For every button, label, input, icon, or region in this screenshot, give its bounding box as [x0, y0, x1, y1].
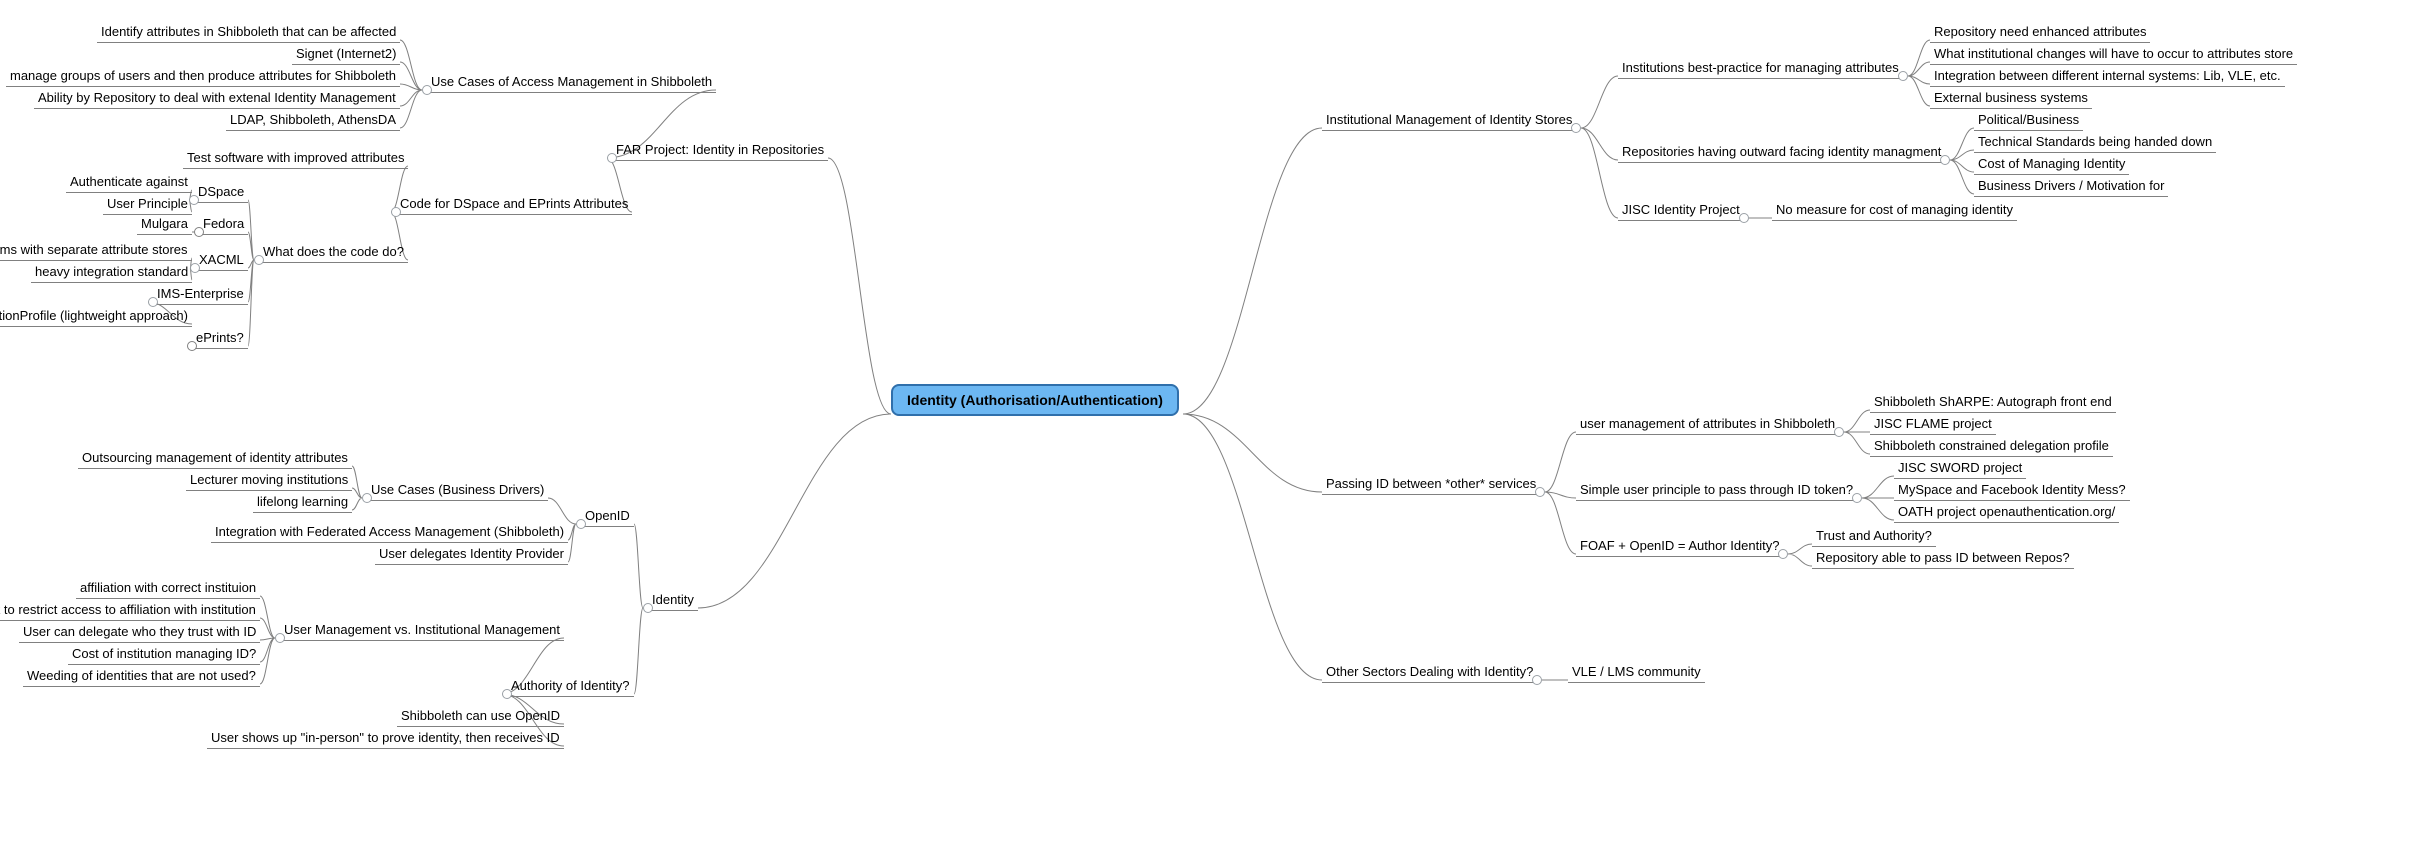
node-um_4[interactable]: Cost of institution managing ID?: [68, 645, 260, 665]
fork-far[interactable]: [607, 153, 617, 163]
node-far_code_1[interactable]: Test software with improved attributes: [183, 149, 408, 169]
node-p_um_1[interactable]: Shibboleth ShARPE: Autograph front end: [1870, 393, 2116, 413]
node-far_uc_5[interactable]: LDAP, Shibboleth, AthensDA: [226, 111, 400, 131]
fork-auth_um[interactable]: [275, 633, 285, 643]
node-openid[interactable]: OpenID: [581, 507, 634, 527]
mindmap-canvas: Identity (Authorisation/Authentication) F…: [0, 0, 2410, 867]
node-oid_int[interactable]: Integration with Federated Access Manage…: [211, 523, 568, 543]
node-p_sp_3[interactable]: OATH project openauthentication.org/: [1894, 503, 2119, 523]
node-inst_of[interactable]: Repositories having outward facing ident…: [1618, 143, 1945, 163]
fork-p_um[interactable]: [1834, 427, 1844, 437]
fork-oid_uc[interactable]: [362, 493, 372, 503]
node-p_fo_1[interactable]: Trust and Authority?: [1812, 527, 1936, 547]
node-auth_um[interactable]: User Management vs. Institutional Manage…: [280, 621, 564, 641]
node-of_4[interactable]: Business Drivers / Motivation for: [1974, 177, 2168, 197]
node-of_3[interactable]: Cost of Managing Identity: [1974, 155, 2129, 175]
node-inst_jisc[interactable]: JISC Identity Project: [1618, 201, 1744, 221]
fork-identity[interactable]: [643, 603, 653, 613]
node-oid_uc[interactable]: Use Cases (Business Drivers): [367, 481, 548, 501]
node-oid_del[interactable]: User delegates Identity Provider: [375, 545, 568, 565]
node-w_dspace_2[interactable]: User Principle: [103, 195, 192, 215]
node-inst_bp_1[interactable]: Repository need enhanced attributes: [1930, 23, 2150, 43]
node-um_2[interactable]: right to restrict access to affiliation …: [0, 601, 260, 621]
node-w_fedora_1[interactable]: Mulgara: [137, 215, 192, 235]
node-w_dspace[interactable]: DSpace: [194, 183, 248, 203]
node-far_uc_4[interactable]: Ability by Repository to deal with exten…: [34, 89, 400, 109]
toggle-w_fedora[interactable]: [194, 227, 204, 237]
node-of_2[interactable]: Technical Standards being handed down: [1974, 133, 2216, 153]
fork-p_fo[interactable]: [1778, 549, 1788, 559]
node-w_fedora[interactable]: Fedora: [199, 215, 248, 235]
fork-far_code_w[interactable]: [254, 255, 264, 265]
node-auth_s1[interactable]: Shibboleth can use OpenID: [397, 707, 564, 727]
fork-inst_of[interactable]: [1940, 155, 1950, 165]
node-um_3[interactable]: User can delegate who they trust with ID: [19, 623, 260, 643]
node-far_code[interactable]: Code for DSpace and EPrints Attributes: [396, 195, 632, 215]
node-far_uc[interactable]: Use Cases of Access Management in Shibbo…: [427, 73, 716, 93]
node-p_sp_1[interactable]: JISC SWORD project: [1894, 459, 2026, 479]
fork-passing[interactable]: [1535, 487, 1545, 497]
node-p_sp[interactable]: Simple user principle to pass through ID…: [1576, 481, 1857, 501]
node-passing[interactable]: Passing ID between *other* services: [1322, 475, 1540, 495]
node-of_1[interactable]: Political/Business: [1974, 111, 2083, 131]
fork-p_sp[interactable]: [1852, 493, 1862, 503]
node-identity[interactable]: Identity: [648, 591, 698, 611]
node-auth_s2[interactable]: User shows up "in-person" to prove ident…: [207, 729, 564, 749]
fork-far_uc[interactable]: [422, 85, 432, 95]
node-inst_bp_2[interactable]: What institutional changes will have to …: [1930, 45, 2297, 65]
node-other_1[interactable]: VLE / LMS community: [1568, 663, 1705, 683]
toggle-w_eprints[interactable]: [187, 341, 197, 351]
node-inst[interactable]: Institutional Management of Identity Sto…: [1322, 111, 1576, 131]
fork-inst_jisc[interactable]: [1739, 213, 1749, 223]
node-far_uc_2[interactable]: Signet (Internet2): [292, 45, 400, 65]
node-p_sp_2[interactable]: MySpace and Facebook Identity Mess?: [1894, 481, 2130, 501]
fork-authority[interactable]: [502, 689, 512, 699]
node-far[interactable]: FAR Project: Identity in Repositories: [612, 141, 828, 161]
node-authority[interactable]: Authority of Identity?: [507, 677, 634, 697]
fork-w_dspace[interactable]: [189, 195, 199, 205]
center-node[interactable]: Identity (Authorisation/Authentication): [891, 384, 1179, 416]
node-w_dspace_1[interactable]: Authenticate against: [66, 173, 192, 193]
node-inst_bp_3[interactable]: Integration between different internal s…: [1930, 67, 2285, 87]
node-um_1[interactable]: affiliation with correct instituion: [76, 579, 260, 599]
node-w_xacml[interactable]: XACML: [195, 251, 248, 271]
node-oid_uc_1[interactable]: Outsourcing management of identity attri…: [78, 449, 352, 469]
node-w_xacml_1[interactable]: integrating systems with separate attrib…: [0, 241, 192, 261]
fork-far_code[interactable]: [391, 207, 401, 217]
node-w_xacml_2[interactable]: heavy integration standard: [31, 263, 192, 283]
node-far_uc_3[interactable]: manage groups of users and then produce …: [6, 67, 400, 87]
node-jisc_1[interactable]: No measure for cost of managing identity: [1772, 201, 2017, 221]
node-p_fo_2[interactable]: Repository able to pass ID between Repos…: [1812, 549, 2074, 569]
fork-openid[interactable]: [576, 519, 586, 529]
node-p_um[interactable]: user management of attributes in Shibbol…: [1576, 415, 1839, 435]
node-far_code_w[interactable]: What does the code do?: [259, 243, 408, 263]
fork-w_xacml[interactable]: [190, 263, 200, 273]
node-other[interactable]: Other Sectors Dealing with Identity?: [1322, 663, 1537, 683]
node-um_5[interactable]: Weeding of identities that are not used?: [23, 667, 260, 687]
fork-other[interactable]: [1532, 675, 1542, 685]
node-oid_uc_2[interactable]: Lecturer moving institutions: [186, 471, 352, 491]
fork-inst[interactable]: [1571, 123, 1581, 133]
fork-w_ims[interactable]: [148, 297, 158, 307]
node-inst_bp[interactable]: Institutions best-practice for managing …: [1618, 59, 1903, 79]
node-inst_bp_4[interactable]: External business systems: [1930, 89, 2092, 109]
node-p_um_3[interactable]: Shibboleth constrained delegation profil…: [1870, 437, 2113, 457]
node-w_ims_1[interactable]: ApplicationProfile (lightweight approach…: [0, 307, 192, 327]
node-w_eprints[interactable]: ePrints?: [192, 329, 248, 349]
fork-inst_bp[interactable]: [1898, 71, 1908, 81]
node-oid_uc_3[interactable]: lifelong learning: [253, 493, 352, 513]
node-p_um_2[interactable]: JISC FLAME project: [1870, 415, 1996, 435]
node-far_uc_1[interactable]: Identify attributes in Shibboleth that c…: [97, 23, 400, 43]
node-p_fo[interactable]: FOAF + OpenID = Author Identity?: [1576, 537, 1783, 557]
node-w_ims[interactable]: IMS-Enterprise: [153, 285, 248, 305]
